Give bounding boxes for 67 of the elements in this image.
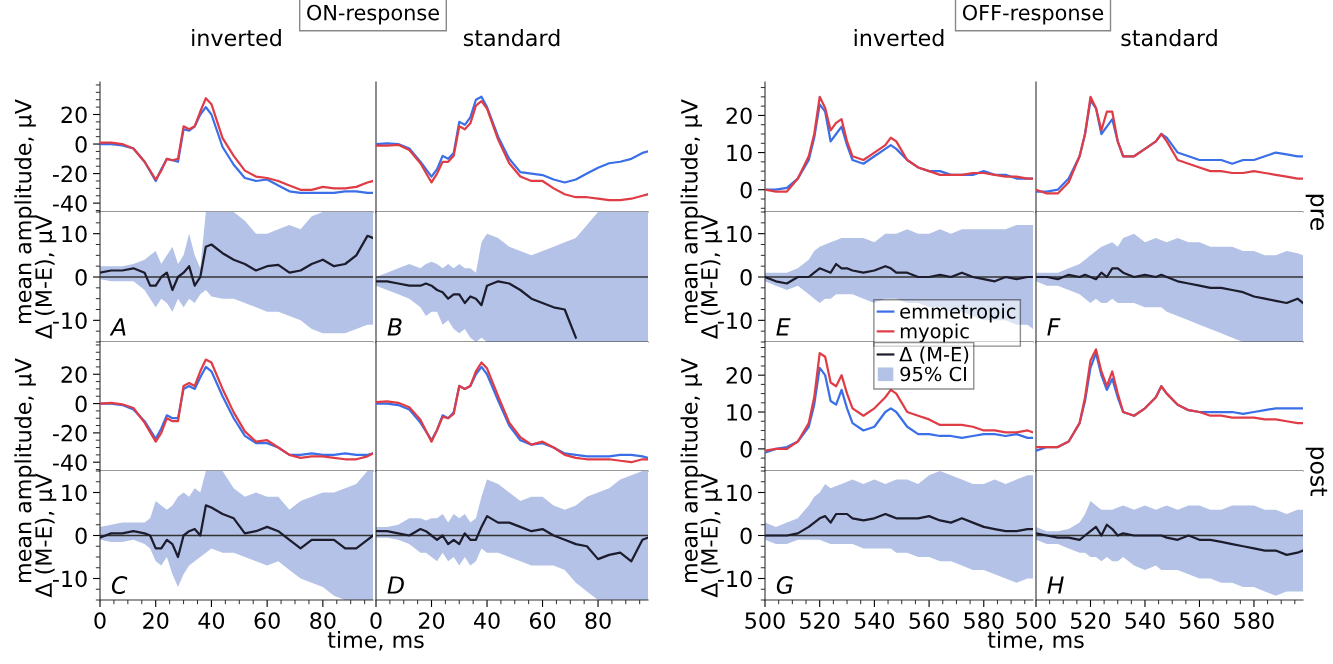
legend-label: 95% CI (900, 366, 966, 382)
x-tick-label: 40 (198, 612, 225, 630)
y-tick-label: 0 (75, 395, 87, 413)
y-tick-label: -20 (52, 165, 87, 183)
y-axis-title: mean amplitude, μV (14, 99, 36, 323)
y-tick-label: 10 (727, 403, 752, 421)
y-tick-label: 0 (75, 268, 87, 286)
y-tick-label: 20 (726, 107, 752, 125)
annotation: B (387, 318, 402, 336)
y-tick-label: 0 (740, 181, 752, 199)
annotation: A (109, 318, 126, 336)
x-axis-title: time, ms (987, 630, 1084, 651)
annotation: F (1047, 318, 1061, 336)
x-tick-label: 580 (964, 612, 1004, 630)
x-tick-label: 20 (143, 612, 169, 630)
x-tick-label: 500 (1016, 612, 1056, 630)
text: pre (1305, 194, 1324, 231)
y-tick-label: 0 (75, 136, 87, 153)
chart-title: inverted (192, 29, 281, 47)
x-tick-label: 40 (473, 612, 500, 630)
y-tick-label: 10 (62, 484, 87, 502)
text: OFF-response (962, 4, 1104, 25)
text: ON-response (307, 4, 439, 25)
y-tick-label: -40 (52, 454, 87, 471)
annotation: E (776, 318, 791, 336)
x-tick-label: 0 (94, 612, 106, 630)
y-tick-label: 10 (727, 225, 752, 243)
annotation: D (387, 576, 404, 594)
x-tick-label: 580 (1234, 612, 1274, 630)
annotation: G (776, 576, 793, 594)
x-tick-label: 80 (585, 612, 611, 630)
chart-title: inverted (854, 29, 944, 47)
y-tick-label: 10 (727, 144, 752, 162)
x-tick-label: 80 (310, 612, 336, 630)
x-axis-title: time, ms (327, 630, 424, 651)
y-tick-label: 0 (740, 440, 752, 458)
y-tick-label: 20 (726, 367, 752, 384)
x-tick-label: 520 (800, 612, 840, 630)
y-tick-label: -40 (52, 195, 87, 212)
x-tick-label: 560 (909, 612, 949, 630)
annotation: H (1047, 576, 1064, 594)
y-tick-label: -10 (52, 570, 87, 588)
annotation: C (111, 576, 128, 594)
x-tick-label: 60 (529, 612, 556, 630)
x-tick-label: 540 (854, 612, 895, 630)
x-tick-label: 500 (745, 612, 785, 630)
y-tick-label: 0 (740, 268, 752, 286)
chart-title: standard (463, 29, 560, 47)
x-tick-label: 20 (419, 612, 445, 630)
chart-title: standard (1121, 29, 1217, 47)
x-tick-label: 540 (1125, 612, 1165, 630)
legend-label: Δ (M-E) (899, 346, 969, 364)
y-axis-title: mean amplitude, μV (14, 358, 36, 582)
y-tick-label: 0 (75, 527, 87, 545)
y-tick-label: 20 (61, 366, 87, 384)
legend-label: myopic (900, 323, 969, 343)
y-tick-label: 10 (727, 484, 752, 502)
x-tick-label: 560 (1179, 612, 1220, 630)
legend-label: emmetropic (900, 303, 1016, 323)
y-tick-label: 0 (740, 527, 752, 545)
text: post (1305, 447, 1328, 496)
y-tick-label: 10 (62, 225, 87, 243)
y-tick-label: -20 (52, 424, 87, 442)
y-tick-label: 20 (61, 106, 87, 124)
x-tick-label: 60 (254, 612, 280, 630)
x-tick-label: 520 (1071, 612, 1111, 630)
x-tick-label: 0 (370, 612, 382, 630)
